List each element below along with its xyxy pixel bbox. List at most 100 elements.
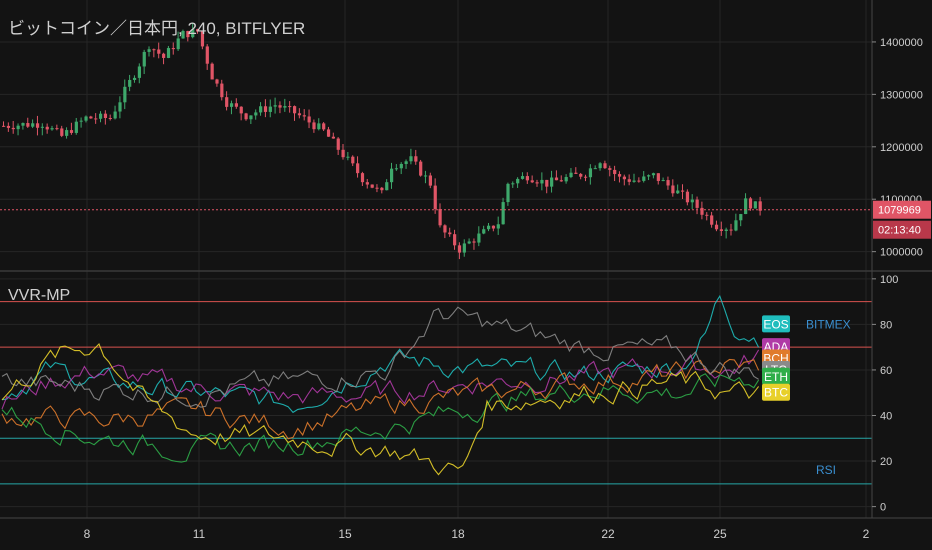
candle-body	[622, 176, 626, 180]
candle-body	[506, 183, 510, 203]
candle-body	[593, 168, 597, 170]
series-label: EOS	[763, 317, 788, 331]
candle-body	[525, 176, 529, 181]
y-tick-label: 1400000	[880, 37, 923, 49]
series-label-bg	[762, 367, 790, 385]
candle-body	[220, 83, 224, 98]
candle-body	[103, 113, 108, 119]
x-tick-label: 11	[193, 527, 206, 541]
candle-body	[152, 49, 156, 51]
candle-body	[419, 161, 423, 176]
candle-body	[55, 128, 59, 130]
candle-body	[666, 180, 670, 186]
series-label: BTC	[764, 386, 788, 400]
candle-body	[690, 199, 694, 203]
candle-body	[128, 79, 132, 87]
candle-body	[60, 128, 64, 136]
candle-body	[627, 179, 631, 182]
candle-body	[394, 168, 399, 170]
candle-body	[45, 126, 49, 130]
candle-body	[79, 120, 83, 122]
candle-body	[65, 130, 69, 136]
candle-body	[336, 138, 340, 150]
candle-body	[297, 113, 302, 116]
candle-body	[94, 118, 98, 120]
series-line	[1, 373, 760, 463]
candle-body	[671, 185, 675, 194]
candle-body	[729, 229, 733, 231]
candle-body	[176, 38, 180, 50]
x-tick-label: 8	[84, 527, 91, 541]
candle-body	[438, 208, 442, 226]
candle-body	[520, 176, 525, 179]
candle-body	[31, 123, 35, 127]
x-tick-label: 2	[863, 527, 870, 541]
candle-body	[210, 63, 214, 80]
candle-body	[317, 123, 321, 130]
y-tick-label: 1300000	[880, 89, 923, 101]
candle-body	[559, 180, 563, 182]
candle-body	[496, 224, 500, 229]
candle-body	[288, 106, 292, 108]
candle-body	[467, 241, 471, 244]
candle-body	[346, 156, 350, 158]
series-label-bg	[762, 315, 790, 333]
candle-body	[501, 202, 505, 225]
candle-body	[399, 163, 403, 169]
last-price-label: 1079969	[878, 205, 921, 217]
candle-body	[50, 128, 54, 130]
candle-body	[428, 175, 432, 186]
candle-body	[181, 30, 185, 39]
candle-body	[744, 198, 748, 215]
candle-body	[613, 169, 617, 175]
candle-body	[477, 233, 481, 243]
candle-body	[545, 179, 549, 187]
candle-body	[137, 66, 141, 78]
candle-body	[196, 29, 200, 32]
candle-body	[74, 121, 78, 133]
candle-body	[535, 182, 539, 184]
candle-body	[273, 105, 277, 107]
candle-body	[588, 168, 593, 178]
candle-body	[302, 115, 306, 117]
candle-body	[487, 225, 491, 230]
candle-body	[16, 125, 20, 130]
candle-body	[637, 180, 641, 182]
candle-body	[263, 106, 268, 112]
candle-body	[322, 123, 326, 130]
candle-body	[365, 182, 369, 185]
candle-body	[21, 123, 25, 126]
candle-body	[550, 177, 554, 187]
x-tick-label: 15	[338, 527, 352, 541]
candle-body	[99, 113, 103, 119]
candle-body	[225, 97, 229, 107]
candle-body	[390, 168, 394, 183]
series-line	[1, 358, 760, 440]
candle-body	[569, 172, 573, 178]
candle-body	[511, 183, 515, 185]
candle-body	[6, 125, 11, 128]
candle-body	[26, 123, 30, 127]
candle-body	[312, 122, 316, 130]
candle-body	[656, 173, 660, 181]
candle-body	[734, 220, 738, 231]
candle-body	[700, 207, 704, 215]
candle-body	[516, 178, 520, 184]
candle-body	[433, 185, 437, 209]
candle-body	[351, 156, 355, 164]
series-line	[1, 294, 760, 414]
candle-body	[234, 103, 238, 107]
countdown-tag	[873, 220, 931, 239]
candle-body	[375, 187, 379, 189]
candle-body	[598, 163, 602, 169]
candle-body	[462, 243, 466, 253]
candle-body	[113, 111, 117, 119]
candle-body	[579, 173, 583, 177]
candle-body	[457, 245, 462, 253]
candle-body	[215, 79, 219, 84]
x-tick-label: 22	[601, 527, 615, 541]
exchange-label: BITMEX	[806, 317, 851, 331]
candle-body	[695, 199, 699, 208]
candle-body	[157, 49, 161, 54]
